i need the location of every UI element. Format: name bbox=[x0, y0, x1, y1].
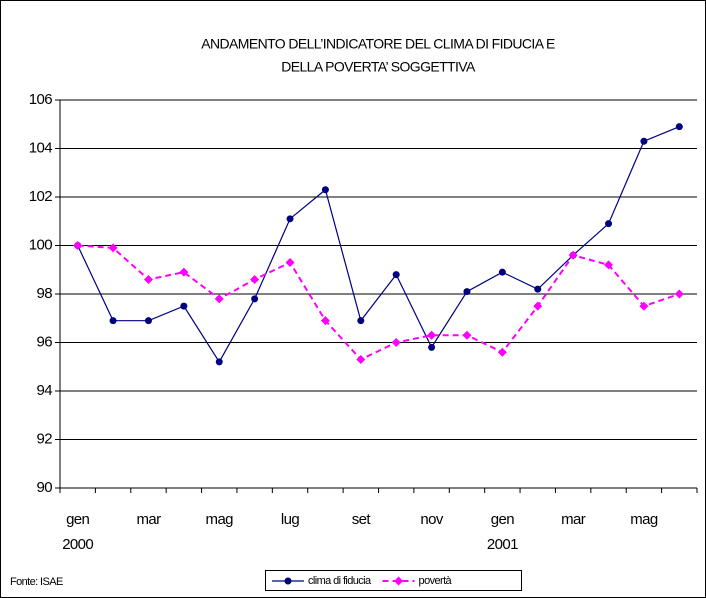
y-tick-label: 102 bbox=[29, 188, 52, 205]
point bbox=[639, 301, 649, 311]
point bbox=[640, 137, 648, 145]
y-tick-label: 94 bbox=[37, 382, 53, 399]
x-tick-label: mag bbox=[630, 511, 658, 528]
legend-marker bbox=[394, 576, 404, 586]
y-tick-label: 100 bbox=[29, 236, 52, 253]
source: Fonte: ISAE bbox=[10, 576, 63, 588]
point bbox=[605, 220, 613, 228]
point bbox=[498, 268, 506, 276]
series-line bbox=[77, 126, 680, 364]
point bbox=[356, 354, 366, 364]
point bbox=[180, 302, 188, 310]
point bbox=[215, 358, 223, 366]
point bbox=[497, 347, 507, 357]
point bbox=[533, 301, 543, 311]
point bbox=[320, 316, 330, 326]
point bbox=[357, 317, 365, 325]
x-tick-label: mag bbox=[206, 511, 234, 528]
point bbox=[73, 241, 83, 250]
x-tick-label: mar bbox=[561, 511, 586, 528]
x-year-label: 2000 bbox=[62, 536, 93, 553]
x-year-label: 2001 bbox=[487, 536, 518, 553]
series-line bbox=[77, 244, 680, 361]
x-tick-label: lug bbox=[281, 511, 299, 528]
legend-label: povertà bbox=[419, 575, 453, 587]
point bbox=[214, 294, 224, 304]
point bbox=[462, 330, 472, 340]
point bbox=[392, 271, 400, 279]
point bbox=[534, 285, 542, 293]
legend-marker bbox=[284, 577, 292, 585]
point bbox=[321, 186, 329, 194]
point bbox=[285, 257, 295, 267]
point bbox=[427, 330, 437, 340]
x-tick-label: gen bbox=[66, 511, 89, 528]
point bbox=[179, 267, 189, 277]
point bbox=[143, 274, 153, 284]
y-tick-label: 104 bbox=[29, 139, 52, 156]
point bbox=[391, 338, 401, 347]
point bbox=[675, 123, 683, 131]
x-tick-label: mar bbox=[136, 511, 161, 528]
point bbox=[568, 250, 578, 260]
point bbox=[144, 317, 152, 325]
point bbox=[428, 343, 436, 351]
y-tick-label: 106 bbox=[29, 91, 52, 108]
point bbox=[109, 317, 117, 325]
point bbox=[604, 260, 614, 270]
point bbox=[251, 295, 259, 303]
point bbox=[250, 274, 260, 284]
x-tick-label: gen bbox=[491, 511, 514, 528]
y-tick-label: 98 bbox=[37, 285, 53, 302]
chart-title: ANDAMENTO DELL’INDICATORE DEL CLIMA DI F… bbox=[201, 36, 555, 52]
x-tick-label: nov bbox=[420, 511, 443, 528]
x-tick-label: set bbox=[352, 511, 372, 528]
point bbox=[463, 288, 471, 296]
chart-title: DELLA POVERTA’ SOGGETTIVA bbox=[281, 59, 476, 75]
y-tick-label: 90 bbox=[37, 479, 53, 496]
y-tick-label: 92 bbox=[37, 430, 53, 447]
point bbox=[286, 215, 294, 223]
point bbox=[108, 243, 118, 253]
point bbox=[674, 289, 684, 299]
legend-label: clima di fiducia bbox=[308, 575, 372, 587]
y-tick-label: 96 bbox=[37, 333, 53, 350]
